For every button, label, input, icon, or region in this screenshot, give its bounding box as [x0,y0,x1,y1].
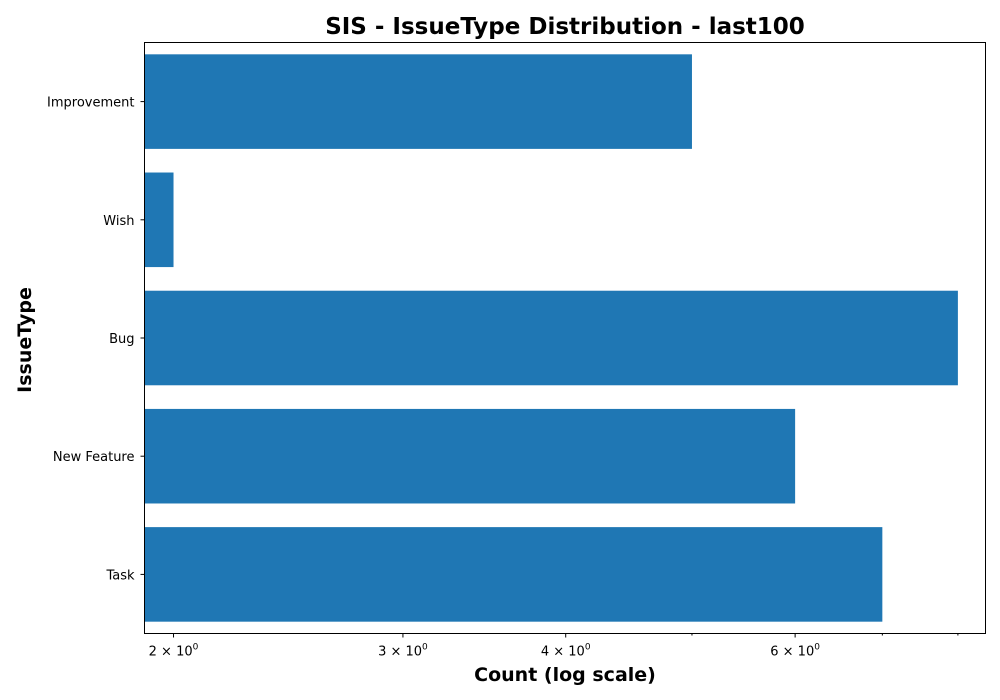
bar-new-feature [144,408,796,504]
y-tick-label-new-feature: New Feature [53,450,135,465]
plot-frame [144,42,986,634]
y-tick-label-wish: Wish [103,214,134,229]
bars-group [144,54,958,622]
x-axis-label: Count (log scale) [474,664,656,686]
x-ticks-group: 2 × 100 3 × 100 4 × 100 6 × 100 [149,633,959,660]
x-tick-label: 4 × 100 [541,643,591,660]
x-tick-label: 2 × 100 [149,643,199,660]
y-axis-label: IssueType [14,287,36,393]
bar-wish [144,172,174,268]
bar-improvement [144,54,692,149]
bar-task [144,527,883,622]
y-tick-label-bug: Bug [109,332,134,347]
x-tick-label: 6 × 100 [770,643,820,660]
y-ticks-group: Task New Feature Bug Wish Improvement [47,96,145,583]
y-tick-label-improvement: Improvement [47,96,134,111]
y-tick-label-task: Task [105,568,135,583]
chart-title: SIS - IssueType Distribution - last100 [325,14,805,40]
bar-bug [144,290,958,386]
x-tick-label: 3 × 100 [378,643,428,660]
